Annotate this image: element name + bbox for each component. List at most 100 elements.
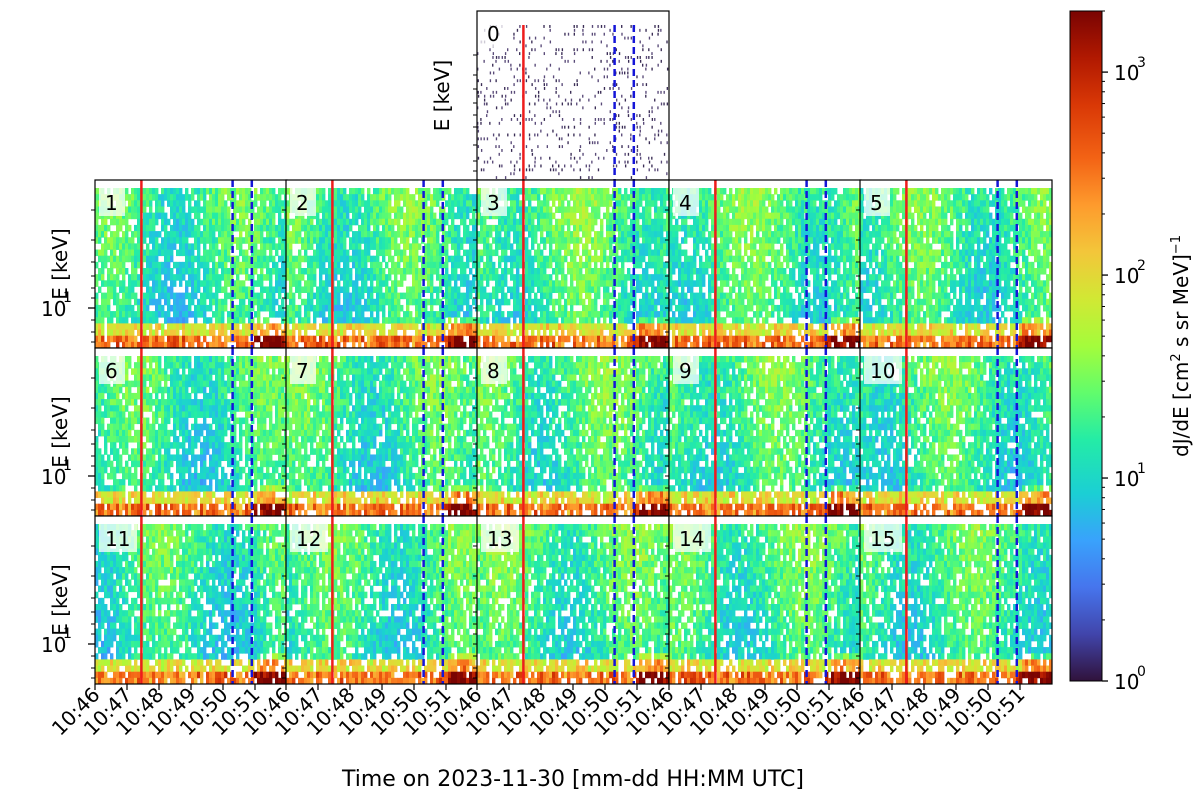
data-cell bbox=[358, 323, 362, 330]
data-cell bbox=[636, 261, 640, 269]
data-cell bbox=[573, 83, 576, 87]
data-cell bbox=[537, 249, 541, 257]
data-cell bbox=[415, 341, 419, 349]
data-cell bbox=[110, 255, 114, 263]
data-cell bbox=[206, 255, 210, 263]
data-cell bbox=[489, 94, 492, 98]
data-cell bbox=[451, 261, 455, 269]
data-cell bbox=[286, 317, 290, 324]
data-cell bbox=[358, 317, 362, 324]
data-cell bbox=[278, 274, 282, 281]
data-cell bbox=[176, 274, 180, 281]
data-cell bbox=[242, 317, 246, 324]
data-cell bbox=[624, 249, 628, 257]
data-cell bbox=[218, 218, 222, 226]
data-cell bbox=[364, 237, 368, 244]
data-cell bbox=[134, 292, 138, 300]
data-cell bbox=[176, 200, 180, 207]
data-cell bbox=[236, 292, 240, 300]
data-cell bbox=[334, 317, 338, 324]
data-cell bbox=[224, 206, 228, 214]
data-cell bbox=[621, 329, 625, 337]
data-cell bbox=[286, 237, 290, 244]
data-cell bbox=[203, 323, 207, 330]
data-cell bbox=[263, 194, 267, 201]
data-cell bbox=[340, 231, 344, 238]
data-cell bbox=[630, 56, 632, 59]
data-cell bbox=[690, 341, 694, 349]
data-cell bbox=[534, 231, 538, 238]
data-cell bbox=[666, 317, 670, 324]
data-cell bbox=[242, 329, 246, 337]
data-cell bbox=[513, 212, 517, 220]
data-cell bbox=[137, 206, 141, 214]
data-cell bbox=[221, 274, 225, 281]
data-cell bbox=[316, 224, 320, 232]
data-cell bbox=[391, 280, 395, 287]
data-cell bbox=[570, 323, 574, 330]
data-cell bbox=[364, 224, 368, 232]
data-cell bbox=[618, 292, 622, 300]
data-cell bbox=[173, 194, 177, 201]
data-cell bbox=[367, 200, 371, 207]
data-cell bbox=[639, 249, 643, 257]
data-cell bbox=[167, 341, 171, 349]
data-cell bbox=[430, 249, 434, 257]
data-cell bbox=[328, 268, 332, 275]
data-cell bbox=[310, 335, 314, 343]
data-cell bbox=[540, 323, 544, 330]
data-cell bbox=[334, 194, 338, 201]
data-cell bbox=[143, 212, 147, 220]
data-cell bbox=[319, 218, 323, 226]
data-cell bbox=[600, 335, 604, 343]
data-cell bbox=[137, 304, 141, 312]
data-cell bbox=[645, 298, 649, 306]
data-cell bbox=[122, 329, 126, 337]
data-cell bbox=[194, 212, 198, 220]
data-cell bbox=[200, 298, 204, 306]
data-cell bbox=[104, 237, 108, 244]
data-cell bbox=[116, 323, 120, 330]
data-cell bbox=[119, 317, 123, 324]
data-cell bbox=[137, 218, 141, 226]
panel-number: 2 bbox=[296, 191, 309, 215]
data-cell bbox=[561, 56, 563, 59]
data-cell bbox=[513, 164, 516, 168]
data-cell bbox=[379, 304, 383, 312]
data-cell bbox=[621, 206, 625, 214]
data-cell bbox=[457, 311, 461, 318]
data-cell bbox=[316, 200, 320, 207]
data-cell bbox=[209, 224, 213, 232]
data-cell bbox=[292, 274, 296, 281]
data-cell bbox=[445, 323, 449, 330]
data-cell bbox=[173, 292, 177, 300]
data-cell bbox=[618, 218, 622, 226]
data-cell bbox=[621, 212, 625, 220]
data-cell bbox=[660, 129, 663, 133]
data-cell bbox=[421, 304, 425, 312]
data-cell bbox=[370, 268, 374, 275]
data-cell bbox=[666, 298, 670, 306]
data-cell bbox=[149, 206, 153, 214]
data-cell bbox=[349, 304, 353, 312]
data-cell bbox=[304, 218, 308, 226]
data-cell bbox=[248, 255, 252, 263]
data-cell bbox=[492, 237, 496, 244]
data-cell bbox=[325, 274, 329, 281]
data-cell bbox=[376, 218, 380, 226]
data-cell bbox=[412, 224, 416, 232]
data-cell bbox=[576, 194, 580, 201]
data-cell bbox=[558, 194, 562, 201]
data-cell bbox=[510, 311, 514, 318]
data-cell bbox=[245, 206, 249, 214]
data-cell bbox=[621, 218, 625, 226]
data-cell bbox=[218, 329, 222, 337]
data-cell bbox=[666, 87, 668, 90]
data-cell bbox=[451, 200, 455, 207]
data-cell bbox=[319, 341, 323, 349]
data-cell bbox=[236, 280, 240, 287]
data-cell bbox=[588, 71, 590, 75]
data-cell bbox=[385, 341, 389, 349]
data-cell bbox=[188, 231, 192, 238]
data-cell bbox=[537, 145, 539, 149]
